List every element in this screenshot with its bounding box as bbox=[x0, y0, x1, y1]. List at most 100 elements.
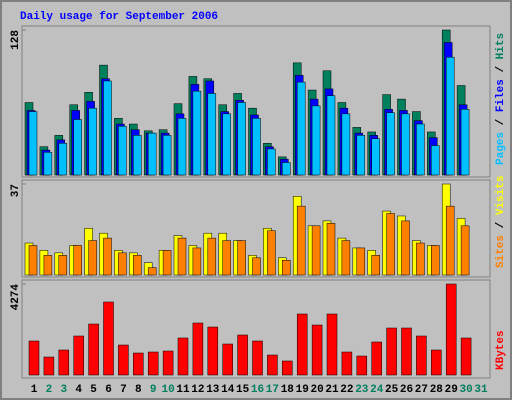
bar bbox=[147, 267, 157, 276]
bar bbox=[43, 152, 53, 176]
bar bbox=[58, 255, 68, 276]
x-tick-label: 3 bbox=[60, 384, 67, 396]
bar bbox=[58, 143, 68, 176]
bar bbox=[386, 327, 397, 376]
bar bbox=[386, 112, 395, 176]
x-tick-label: 31 bbox=[474, 384, 488, 396]
x-tick-label: 13 bbox=[206, 384, 220, 396]
x-tick-label: 20 bbox=[310, 384, 323, 396]
bar bbox=[296, 205, 306, 276]
x-tick-label: 6 bbox=[105, 384, 112, 396]
x-tick-label: 25 bbox=[385, 384, 399, 396]
bar bbox=[207, 237, 217, 276]
x-tick-label: 19 bbox=[296, 384, 309, 396]
bar bbox=[222, 343, 233, 376]
bar bbox=[103, 80, 112, 176]
bar bbox=[445, 205, 455, 276]
bar bbox=[162, 250, 172, 276]
bar bbox=[43, 255, 53, 276]
bar bbox=[252, 118, 261, 176]
x-tick-label: 11 bbox=[176, 384, 190, 396]
bar bbox=[401, 113, 410, 176]
bar bbox=[445, 56, 455, 176]
bar bbox=[162, 135, 172, 176]
bar bbox=[207, 326, 219, 376]
legend-entry: Files bbox=[495, 79, 507, 112]
bar bbox=[192, 322, 204, 376]
bar bbox=[73, 245, 82, 276]
x-tick-label: 24 bbox=[370, 384, 384, 396]
bar bbox=[222, 113, 231, 176]
bar bbox=[445, 283, 457, 376]
x-tick-label: 14 bbox=[221, 384, 235, 396]
bar bbox=[416, 335, 427, 376]
bar bbox=[192, 247, 202, 276]
x-tick-label: 12 bbox=[191, 384, 204, 396]
x-tick-label: 10 bbox=[161, 384, 174, 396]
x-tick-label: 18 bbox=[281, 384, 295, 396]
x-tick-label: 26 bbox=[400, 384, 413, 396]
x-tick-label: 5 bbox=[90, 384, 97, 396]
bar bbox=[326, 313, 338, 376]
bar bbox=[237, 240, 246, 276]
bar bbox=[28, 245, 38, 276]
bar bbox=[252, 257, 261, 276]
bar bbox=[311, 324, 323, 376]
bar bbox=[28, 111, 38, 176]
bar bbox=[177, 237, 187, 276]
x-tick-label: 29 bbox=[445, 384, 458, 396]
bar bbox=[133, 352, 144, 376]
bar bbox=[267, 354, 278, 376]
bar bbox=[282, 162, 291, 176]
bar bbox=[296, 81, 306, 176]
bar bbox=[147, 132, 157, 176]
bar bbox=[58, 349, 70, 376]
bar bbox=[162, 350, 174, 376]
x-tick-label: 30 bbox=[459, 384, 472, 396]
bar bbox=[401, 220, 410, 276]
bar bbox=[252, 340, 263, 376]
legend-entry: KBytes bbox=[495, 330, 507, 370]
bar bbox=[431, 245, 440, 276]
bar bbox=[356, 247, 366, 276]
bar bbox=[460, 109, 470, 176]
bar bbox=[222, 240, 231, 276]
x-tick-label: 22 bbox=[340, 384, 353, 396]
x-tick-label: 16 bbox=[251, 384, 264, 396]
x-tick-label: 21 bbox=[325, 384, 339, 396]
bar bbox=[386, 213, 395, 276]
bar bbox=[43, 356, 55, 376]
bar bbox=[282, 259, 291, 276]
bar bbox=[431, 145, 440, 176]
bar bbox=[267, 230, 276, 276]
bar bbox=[416, 123, 425, 176]
x-tick-label: 27 bbox=[415, 384, 428, 396]
legend-separator: / bbox=[495, 215, 507, 235]
x-tick-label: 15 bbox=[236, 384, 250, 396]
bar bbox=[371, 255, 380, 276]
bar bbox=[401, 327, 412, 376]
legend-entry: Visits bbox=[495, 176, 507, 216]
x-tick-label: 1 bbox=[31, 384, 38, 396]
bar bbox=[460, 225, 470, 276]
bar bbox=[237, 334, 248, 376]
legend: Pages / Files / Hits bbox=[495, 33, 507, 165]
bar bbox=[88, 240, 97, 276]
x-tick-label: 17 bbox=[266, 384, 279, 396]
legend-entry: Pages bbox=[495, 132, 507, 165]
x-tick-label: 7 bbox=[120, 384, 127, 396]
bar bbox=[192, 90, 202, 176]
bar bbox=[103, 301, 114, 376]
bar bbox=[326, 95, 336, 176]
bar bbox=[460, 337, 472, 376]
bar bbox=[267, 148, 276, 176]
bar bbox=[356, 355, 368, 376]
bar bbox=[371, 341, 382, 376]
bar bbox=[73, 119, 82, 176]
x-tick-label: 23 bbox=[355, 384, 369, 396]
legend-separator: / bbox=[495, 112, 507, 132]
x-tick-label: 2 bbox=[46, 384, 53, 396]
bar bbox=[103, 237, 112, 276]
